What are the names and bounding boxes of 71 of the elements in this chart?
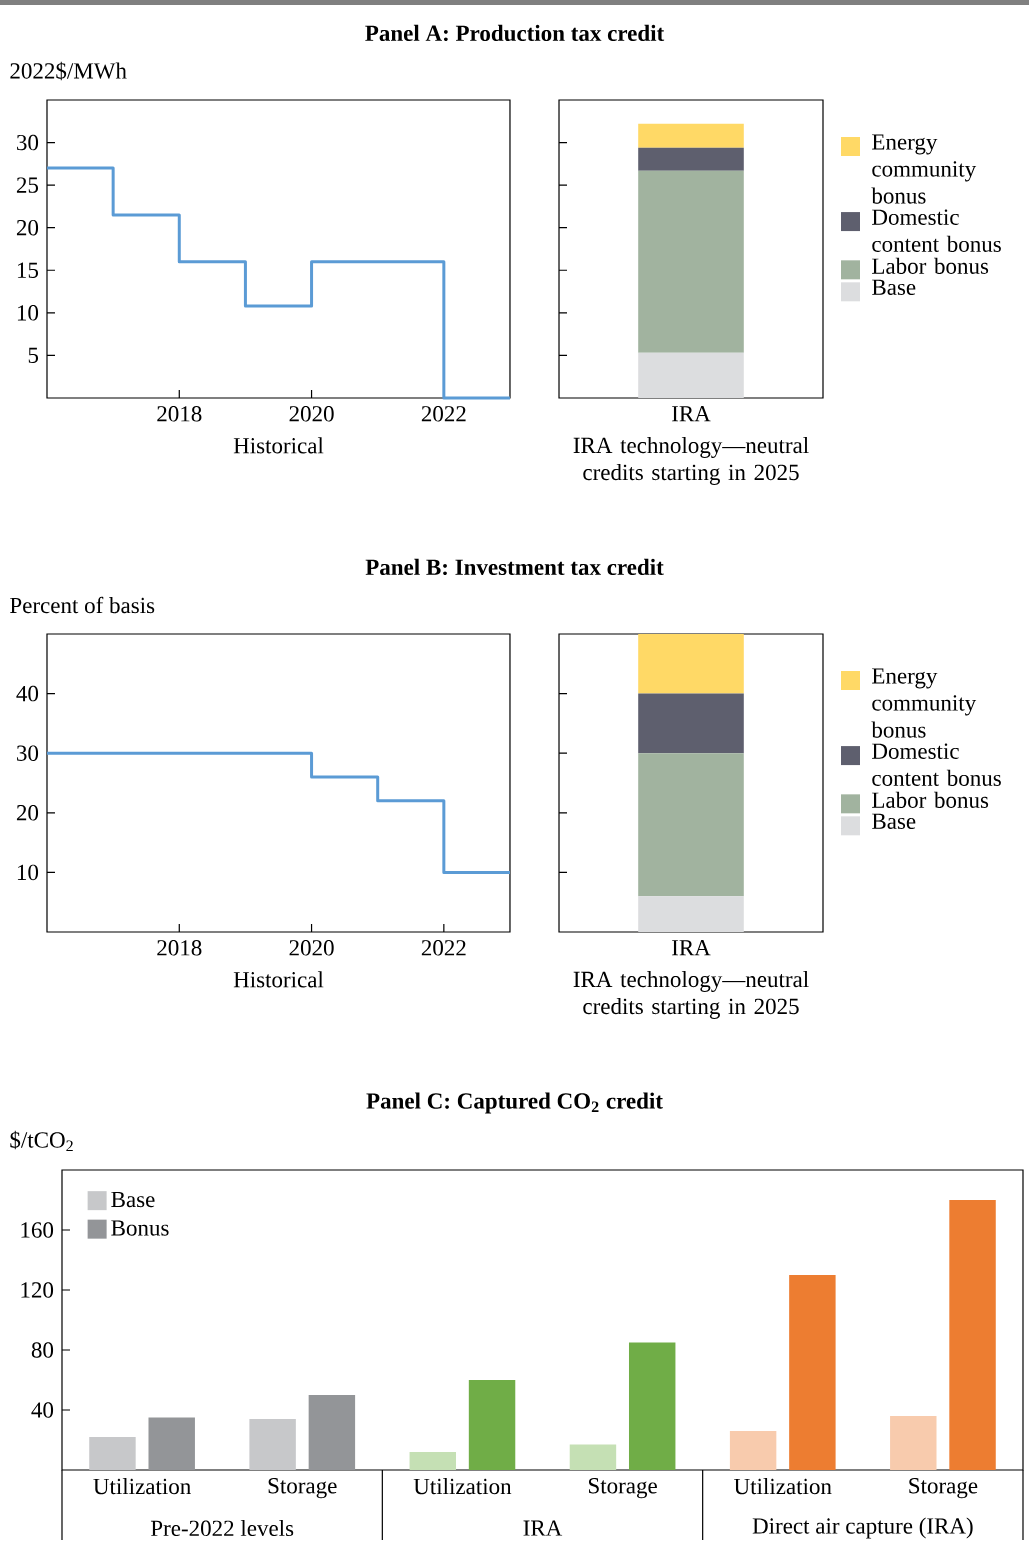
y-tick-label: 20	[16, 805, 39, 821]
legend-label: Energy community bonus	[871, 134, 977, 204]
y-axis-title: 2022$/MWh	[10, 61, 127, 81]
x-tick-label: IRA	[672, 940, 711, 956]
bar	[638, 170, 744, 353]
bar	[409, 1452, 457, 1470]
y-tick-label: 10	[17, 864, 39, 881]
bar	[638, 634, 744, 694]
legend-label: Energy community bonus	[871, 668, 977, 738]
bar	[468, 1379, 516, 1470]
legend-label: Labor bonus	[872, 791, 989, 808]
y-tick-label: 40	[31, 1402, 54, 1418]
bar	[148, 1417, 195, 1470]
y-tick-label: 15	[17, 262, 39, 278]
legend-label: Domestic content bonus	[872, 209, 1001, 252]
y-tick-label: 30	[17, 134, 39, 151]
bar	[890, 1415, 937, 1470]
chart-title: Panel C: Captured CO$_{2}$ credit	[366, 1092, 663, 1114]
x-tick-label: 2022	[421, 406, 466, 422]
text: Pre-2022 levels	[150, 1519, 294, 1537]
chart-title: Panel A: Production tax credit	[365, 24, 665, 42]
x-tick-label: Utilization	[93, 1478, 191, 1495]
bar	[638, 147, 744, 171]
bar	[638, 896, 744, 932]
x-tick-label: IRA	[672, 406, 711, 422]
bar	[638, 693, 744, 754]
bar	[628, 1342, 676, 1470]
y-tick-label: 160	[21, 1222, 54, 1238]
x-axis-title: IRA technology—neutral credits starting in 2025	[573, 970, 809, 1019]
text: Direct air capture (IRA)	[752, 1517, 973, 1539]
legend-label: Bonus	[111, 1220, 169, 1236]
y-tick-label: 25	[16, 177, 39, 193]
y-tick-label: 40	[16, 685, 39, 702]
legend-label: Domestic content bonus	[872, 743, 1001, 786]
x-tick-label: Utilization	[734, 1478, 832, 1495]
legend-label: Base	[872, 279, 916, 295]
legend-label: Labor bonus	[872, 257, 989, 274]
x-tick-label: Utilization	[413, 1478, 512, 1495]
x-tick-label: 2020	[289, 406, 334, 422]
text: IRA	[523, 1520, 563, 1536]
x-tick-label: 2020	[289, 940, 334, 956]
x-tick-label: 2018	[157, 940, 202, 956]
y-tick-label: 10	[17, 305, 39, 321]
x-axis-title: Historical	[233, 971, 324, 988]
x-tick-label: Storage	[268, 1478, 337, 1499]
x-tick-label: 2022	[421, 940, 466, 956]
bar	[638, 123, 744, 148]
y-tick-label: 5	[28, 347, 39, 364]
y-tick-label: 20	[16, 219, 39, 236]
legend-label: Base	[872, 813, 916, 829]
x-tick-label: Storage	[909, 1478, 978, 1499]
y-tick-label: 30	[17, 745, 39, 761]
chart-title: Panel B: Investment tax credit	[365, 558, 664, 576]
y-tick-label: 120	[21, 1282, 54, 1298]
bar	[569, 1444, 617, 1470]
y-axis-title: $/tCO$_{2}$	[10, 1130, 73, 1152]
bar	[89, 1436, 136, 1470]
legend-label: Base	[111, 1191, 155, 1208]
bar	[949, 1199, 996, 1470]
bar	[249, 1418, 296, 1470]
x-tick-label: 2018	[157, 406, 202, 422]
y-tick-label: 80	[31, 1342, 54, 1358]
y-axis-title: Percent of basis	[10, 596, 155, 614]
x-axis-title: IRA technology—neutral credits starting in 2025	[573, 436, 809, 485]
x-tick-label: Storage	[588, 1478, 657, 1499]
bar	[638, 753, 744, 897]
bar	[638, 352, 744, 398]
bar	[789, 1274, 836, 1470]
bar	[308, 1394, 356, 1470]
bar	[729, 1431, 777, 1470]
x-axis-title: Historical	[233, 437, 324, 454]
